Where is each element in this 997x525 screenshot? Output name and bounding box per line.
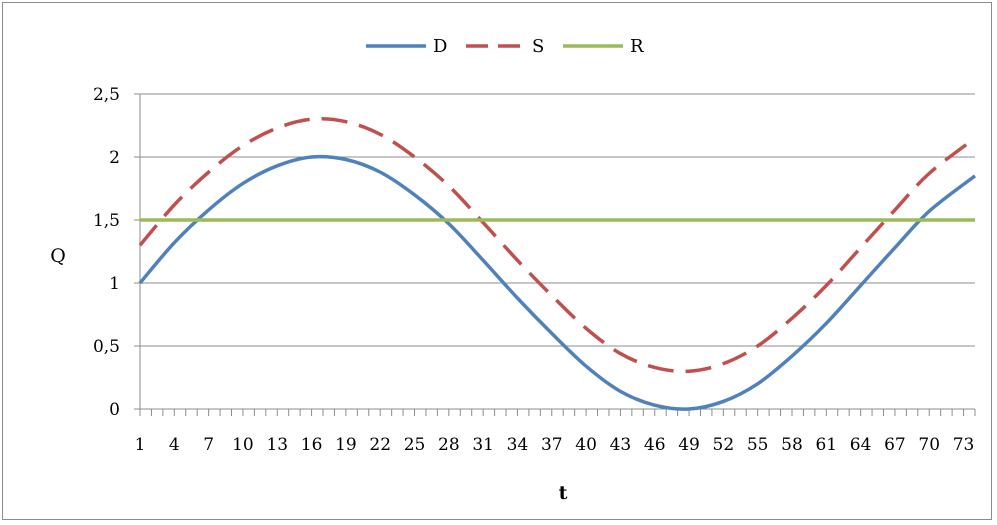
x-tick-label: 19 bbox=[335, 435, 357, 455]
y-tick-label: 0,5 bbox=[93, 337, 120, 357]
x-tick-label: 22 bbox=[369, 435, 391, 455]
x-tick-label: 61 bbox=[815, 435, 837, 455]
x-tick-label: 28 bbox=[438, 435, 460, 455]
y-tick-label: 2 bbox=[109, 148, 120, 168]
legend-label-d: D bbox=[433, 36, 447, 57]
x-tick-label: 13 bbox=[266, 435, 288, 455]
y-tick-label: 1 bbox=[109, 274, 120, 294]
x-tick-label: 37 bbox=[541, 435, 563, 455]
x-tick-label: 46 bbox=[644, 435, 666, 455]
x-axis-title: t bbox=[559, 482, 568, 504]
legend-label-r: R bbox=[630, 36, 644, 57]
series-line-s bbox=[138, 117, 977, 374]
x-tick-label: 31 bbox=[472, 435, 494, 455]
x-tick-label: 43 bbox=[610, 435, 632, 455]
x-tick-label: 64 bbox=[850, 435, 872, 455]
x-tick-label: 52 bbox=[713, 435, 735, 455]
chart-frame bbox=[2, 2, 992, 520]
x-tick-label: 58 bbox=[781, 435, 803, 455]
x-tick-label: 16 bbox=[301, 435, 323, 455]
x-tick-label: 25 bbox=[404, 435, 426, 455]
x-tick-label: 10 bbox=[232, 435, 254, 455]
x-tick-label: 7 bbox=[203, 435, 214, 455]
y-axis-title: Q bbox=[50, 245, 66, 267]
x-tick-label: 4 bbox=[169, 435, 180, 455]
y-tick-label: 0 bbox=[109, 400, 120, 420]
legend-label-s: S bbox=[532, 36, 544, 57]
x-tick-label: 1 bbox=[135, 435, 146, 455]
x-tick-label: 67 bbox=[884, 435, 906, 455]
series-line-d bbox=[138, 154, 977, 411]
x-tick-label: 34 bbox=[507, 435, 529, 455]
axes-layer: 0 0,5 1 1,5 2 2,5 1 4 7 10 13 16 19 22 25 28 31 34 37 40 43 4… bbox=[93, 85, 976, 455]
series-layer bbox=[138, 117, 977, 411]
y-tick-label: 1,5 bbox=[93, 211, 120, 231]
y-tick-label: 2,5 bbox=[93, 85, 120, 105]
x-tick-label: 40 bbox=[575, 435, 597, 455]
x-tick-label: 49 bbox=[678, 435, 700, 455]
x-tick-label: 55 bbox=[747, 435, 769, 455]
x-tick-label: 73 bbox=[953, 435, 975, 455]
x-tick-label: 70 bbox=[918, 435, 940, 455]
